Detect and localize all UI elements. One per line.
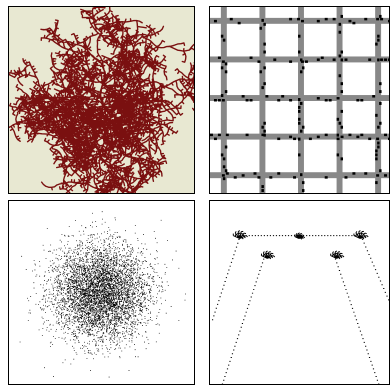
lattice-defects [210,14,389,193]
scatter-cloud [19,211,186,378]
fractal-arch-panel [209,200,390,385]
dla-cluster-plot [9,7,194,193]
dendrite-branches [9,7,194,193]
lattice-grid-plot [210,7,389,193]
lattice-grid-panel [209,6,390,194]
fractal-arch-plot [211,230,389,384]
arch-structure [211,230,389,384]
dla-cluster-panel [8,6,195,194]
gaussian-scatter-panel [8,200,195,385]
gaussian-scatter-plot [19,211,186,378]
